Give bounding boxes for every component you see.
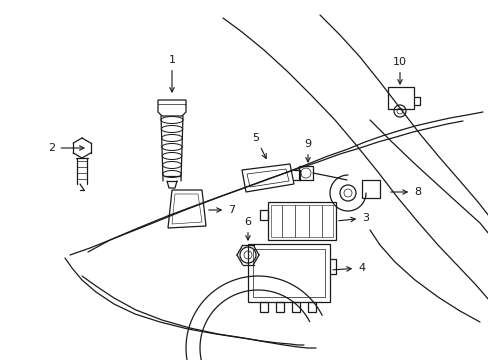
Text: 7: 7 [208, 205, 235, 215]
Text: 8: 8 [390, 187, 420, 197]
Bar [270, 205, 332, 237]
Bar [298, 166, 312, 180]
Bar [361, 180, 379, 198]
Text: 5: 5 [252, 133, 265, 158]
Bar [260, 302, 267, 312]
Text: 6: 6 [244, 217, 251, 240]
Text: 10: 10 [392, 57, 406, 84]
Text: 9: 9 [304, 139, 311, 162]
Bar [387, 87, 413, 109]
Bar [260, 210, 267, 220]
Bar [247, 244, 329, 302]
Text: 2: 2 [48, 143, 84, 153]
Bar [267, 202, 335, 240]
Text: 4: 4 [332, 263, 365, 273]
Bar [291, 302, 299, 312]
Bar [275, 302, 284, 312]
Text: 3: 3 [338, 213, 368, 223]
Text: 1: 1 [168, 55, 175, 92]
Bar [252, 249, 325, 297]
Bar [307, 302, 315, 312]
